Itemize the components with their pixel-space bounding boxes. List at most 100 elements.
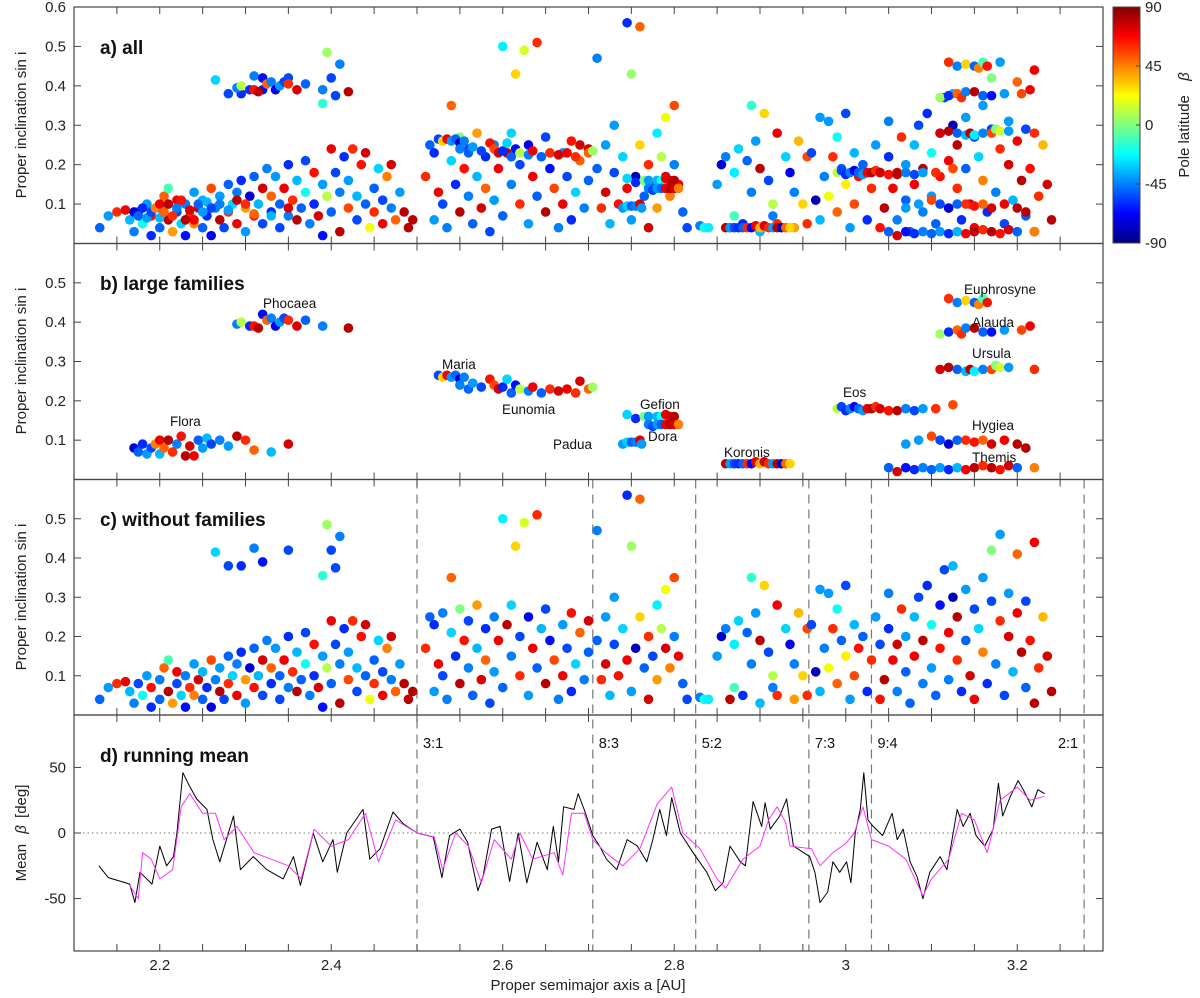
family-point-hygiea: [969, 437, 980, 447]
asteroid-point: [768, 199, 778, 209]
asteroid-point: [322, 663, 332, 673]
asteroid-point: [236, 647, 247, 657]
family-point-eunomia: [587, 382, 598, 392]
family-point-hygiea: [913, 199, 924, 209]
asteroid-point: [120, 676, 131, 687]
asteroid-point: [309, 670, 319, 681]
asteroid-point: [755, 698, 765, 709]
asteroid-point: [986, 596, 997, 606]
asteroid-point: [926, 148, 937, 158]
asteroid-point: [1012, 136, 1023, 146]
family-label-hygiea: Hygiea: [972, 418, 1015, 433]
asteroid-point: [583, 647, 594, 657]
asteroid-point: [896, 604, 907, 614]
asteroid-point: [356, 631, 367, 642]
asteroid-point: [390, 215, 401, 225]
asteroid-point: [446, 155, 457, 166]
asteroid-point: [1008, 195, 1018, 205]
asteroid-point: [995, 144, 1005, 154]
asteroid-point: [1038, 612, 1048, 622]
family-point-maria: [459, 372, 469, 383]
asteroid-point: [961, 584, 971, 595]
asteroid-point: [566, 686, 577, 697]
asteroid-point: [236, 175, 247, 186]
asteroid-point: [206, 230, 216, 241]
family-point-hygiea: [943, 439, 954, 449]
family-point-ursula: [969, 366, 980, 377]
asteroid-point: [660, 643, 671, 654]
asteroid-point: [969, 694, 980, 705]
asteroid-point: [485, 698, 495, 709]
asteroid-point: [540, 678, 551, 689]
family-point-flora: [249, 445, 259, 455]
asteroid-point: [570, 659, 581, 669]
asteroid-point: [326, 73, 337, 83]
asteroid-point: [793, 608, 804, 618]
asteroid-point: [828, 151, 838, 162]
asteroid-point: [930, 218, 941, 229]
colorbar-label-text: Pole latitude: [1176, 95, 1193, 178]
resonance-label: 2:1: [1058, 736, 1078, 752]
asteroid-point: [442, 222, 452, 233]
asteroid-point: [862, 215, 872, 225]
asteroid-point: [909, 179, 920, 190]
asteroid-point: [557, 670, 568, 681]
family-point-hygiea: [1021, 443, 1031, 453]
asteroid-point: [909, 651, 920, 661]
asteroid-point: [365, 694, 375, 705]
asteroid-point: [712, 651, 722, 661]
asteroid-point: [382, 643, 392, 654]
family-point-flora: [154, 435, 165, 445]
asteroid-point: [497, 513, 508, 524]
family-point-phocaea: [283, 315, 294, 326]
asteroid-point: [566, 608, 577, 618]
asteroid-point: [866, 655, 877, 665]
family-point-phocaea: [300, 315, 311, 326]
family-point-phocaea: [266, 77, 277, 87]
family-point-ursula: [1029, 128, 1040, 138]
y-tick-label: 50: [49, 759, 66, 776]
asteroid-point: [317, 570, 328, 581]
asteroid-point: [437, 608, 448, 618]
family-point-alauda: [1025, 321, 1035, 331]
asteroid-point: [463, 616, 474, 626]
asteroid-point: [283, 545, 294, 555]
asteroid-point: [339, 623, 349, 634]
asteroid-point: [489, 195, 499, 205]
family-point-eos: [909, 169, 920, 180]
asteroid-point: [262, 163, 272, 174]
asteroid-point: [883, 623, 894, 634]
family-point-alauda: [1016, 88, 1027, 99]
asteroid-point: [883, 588, 894, 599]
family-point-hygiea: [1021, 207, 1031, 217]
family-point-gefion: [669, 411, 680, 422]
asteroid-point: [369, 678, 379, 689]
asteroid-point: [450, 179, 461, 190]
asteroid-point: [660, 112, 671, 123]
colorbar-label-symbol: β: [1176, 72, 1193, 82]
colorbar-tick-label: 45: [1145, 58, 1162, 75]
family-label-flora: Flora: [170, 414, 201, 429]
family-point-alauda: [961, 86, 971, 97]
family-point-flora: [206, 439, 216, 449]
family-point-flora: [223, 205, 234, 215]
asteroid-point: [459, 635, 469, 646]
asteroid-point: [395, 187, 405, 198]
asteroid-point: [326, 545, 337, 555]
family-point-ursula: [952, 128, 963, 138]
asteroid-point: [279, 183, 289, 194]
asteroid-point: [527, 171, 538, 182]
asteroid-point: [832, 678, 842, 689]
asteroid-point: [206, 183, 216, 194]
asteroid-point: [918, 635, 928, 646]
family-point-euphrosyne: [982, 61, 993, 71]
family-point-themis: [986, 462, 997, 473]
asteroid-point: [553, 694, 564, 705]
asteroid-point: [926, 619, 937, 630]
panel-c-ylabel: Proper inclination sin i: [13, 524, 30, 671]
asteroid-point: [840, 179, 851, 190]
asteroid-point: [176, 690, 186, 701]
asteroid-point: [497, 41, 508, 52]
asteroid-point: [403, 694, 414, 705]
asteroid-point: [223, 651, 234, 661]
